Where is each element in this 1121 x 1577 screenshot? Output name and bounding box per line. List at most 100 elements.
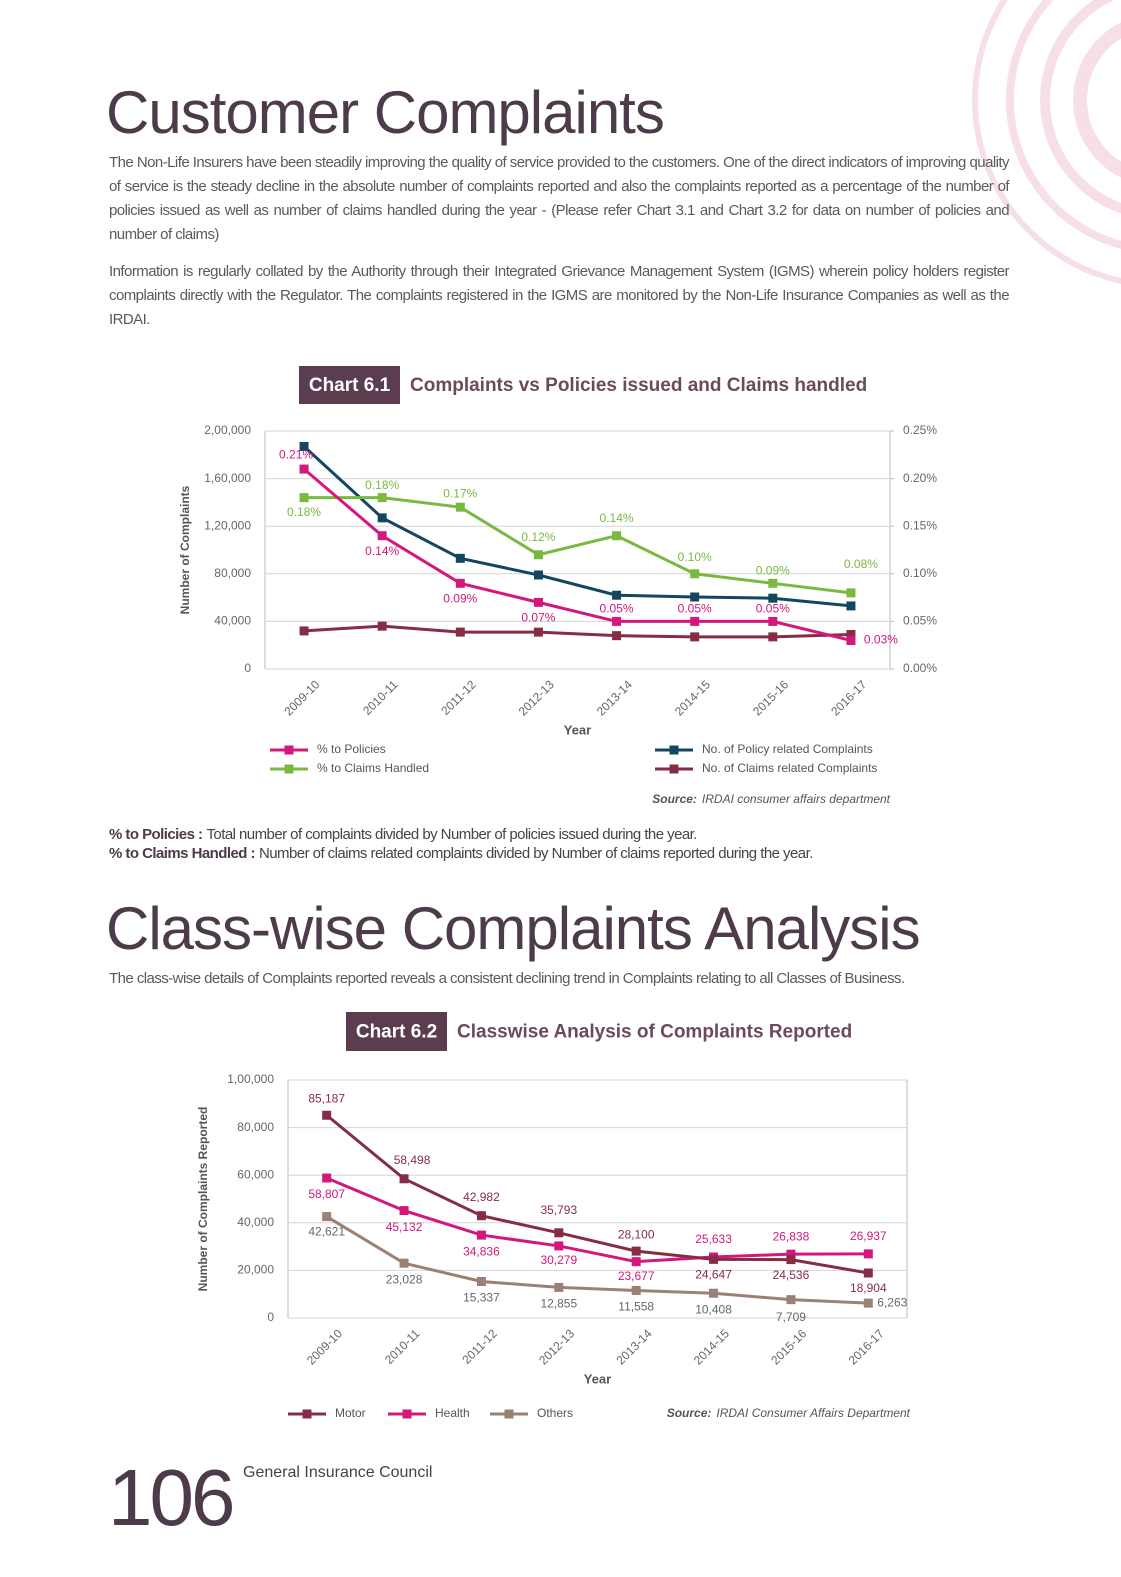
legend-label: No. of Claims related Complaints bbox=[702, 761, 877, 775]
marker bbox=[322, 1173, 332, 1183]
marker bbox=[377, 621, 387, 631]
y2-tick-label: 0.25% bbox=[903, 423, 937, 437]
y-tick-label: 80,000 bbox=[214, 566, 251, 580]
marker bbox=[690, 616, 700, 626]
data-label: 0.05% bbox=[600, 602, 634, 616]
source-label: Source: bbox=[667, 1406, 712, 1420]
chart-label: Chart 6.2 bbox=[356, 1022, 437, 1043]
data-label: 23,677 bbox=[618, 1269, 655, 1283]
publisher: General Insurance Council bbox=[243, 1464, 433, 1481]
y-tick-label: 1,00,000 bbox=[227, 1072, 274, 1086]
marker bbox=[455, 502, 465, 512]
data-label: 0.07% bbox=[521, 611, 555, 625]
note-term: % to Policies : bbox=[109, 826, 203, 843]
note-text: Number of claims related complaints divi… bbox=[258, 845, 813, 862]
marker bbox=[631, 1257, 641, 1267]
x-tick-label: 2012-13 bbox=[536, 1326, 577, 1367]
marker bbox=[612, 616, 622, 626]
marker bbox=[322, 1212, 332, 1222]
y-tick-label: 2,00,000 bbox=[204, 423, 251, 437]
marker bbox=[709, 1288, 719, 1298]
page-number: 106 bbox=[108, 1453, 235, 1542]
x-tick-label: 2016-17 bbox=[846, 1326, 887, 1367]
chart-badge bbox=[346, 1012, 447, 1051]
y2-tick-label: 0.05% bbox=[903, 614, 937, 628]
data-label: 35,793 bbox=[540, 1203, 577, 1217]
chart-title: Classwise Analysis of Complaints Reporte… bbox=[457, 1022, 852, 1043]
y-tick-label: 1,60,000 bbox=[204, 471, 251, 485]
marker bbox=[846, 629, 856, 639]
marker bbox=[631, 1246, 641, 1256]
series-line bbox=[325, 1114, 869, 1275]
legend-swatch bbox=[284, 745, 294, 755]
source-label: Source: bbox=[652, 792, 697, 806]
data-label: 0.08% bbox=[844, 557, 878, 571]
y-tick-label: 20,000 bbox=[237, 1263, 274, 1277]
marker bbox=[399, 1258, 409, 1268]
marker bbox=[533, 570, 543, 580]
data-label: 0.03% bbox=[864, 633, 898, 647]
x-tick-label: 2015-16 bbox=[768, 1326, 809, 1367]
y2-tick-label: 0.20% bbox=[903, 471, 937, 485]
marker bbox=[631, 1285, 641, 1295]
note-term: % to Claims Handled : bbox=[109, 845, 256, 862]
marker bbox=[786, 1295, 796, 1305]
data-label: 0.09% bbox=[756, 563, 790, 577]
x-tick-label: 2010-11 bbox=[382, 1326, 423, 1367]
data-label: 58,807 bbox=[308, 1187, 345, 1201]
marker bbox=[554, 1228, 564, 1238]
y-axis-label: Number of Complaints bbox=[178, 485, 192, 614]
legend-swatch bbox=[302, 1409, 312, 1419]
source-text: IRDAI Consumer Affairs Department bbox=[716, 1406, 910, 1420]
note: % to Claims Handled : Number of claims re… bbox=[109, 844, 1009, 863]
marker bbox=[846, 601, 856, 611]
data-label: 23,028 bbox=[386, 1272, 423, 1286]
legend-label: % to Policies bbox=[317, 742, 386, 756]
legend-swatch bbox=[284, 764, 294, 774]
data-label: 42,982 bbox=[463, 1190, 500, 1204]
marker bbox=[786, 1255, 796, 1265]
marker bbox=[863, 1298, 873, 1308]
data-label: 11,558 bbox=[618, 1300, 654, 1314]
data-label: 10,408 bbox=[695, 1302, 732, 1316]
x-tick-label: 2016-17 bbox=[828, 677, 869, 718]
y-tick-label: 0 bbox=[244, 661, 251, 675]
marker bbox=[690, 632, 700, 642]
marker bbox=[768, 616, 778, 626]
legend-swatch bbox=[669, 745, 679, 755]
data-label: 26,838 bbox=[773, 1229, 810, 1243]
data-label: 58,498 bbox=[394, 1153, 431, 1167]
marker bbox=[455, 578, 465, 588]
marker bbox=[863, 1268, 873, 1278]
data-label: 6,263 bbox=[877, 1295, 907, 1309]
marker bbox=[322, 1110, 332, 1120]
data-label: 45,132 bbox=[386, 1220, 423, 1234]
data-label: 0.09% bbox=[443, 591, 477, 605]
decoration bbox=[972, 0, 1121, 284]
series-line bbox=[303, 467, 852, 642]
data-label: 0.12% bbox=[521, 530, 555, 544]
source: Source: IRDAI consumer affairs department bbox=[652, 792, 890, 806]
paragraph: The class-wise details of Complaints rep… bbox=[109, 970, 905, 987]
note-text: Total number of complaints divided by Nu… bbox=[206, 826, 697, 843]
x-tick-label: 2013-14 bbox=[594, 677, 635, 718]
marker bbox=[455, 553, 465, 563]
data-label: 24,536 bbox=[773, 1268, 810, 1282]
data-label: 26,937 bbox=[850, 1229, 887, 1243]
marker bbox=[612, 631, 622, 641]
data-label: 85,187 bbox=[308, 1091, 345, 1105]
chart-title: Complaints vs Policies issued and Claims… bbox=[410, 375, 867, 396]
marker bbox=[846, 635, 856, 645]
data-label: 0.18% bbox=[365, 478, 399, 492]
marker bbox=[554, 1282, 564, 1292]
data-label: 0.10% bbox=[678, 550, 712, 564]
data-label: 0.05% bbox=[756, 602, 790, 616]
heading: Customer Complaints bbox=[106, 79, 665, 146]
legend-label: Health bbox=[435, 1406, 470, 1420]
marker bbox=[612, 531, 622, 541]
x-tick-label: 2011-12 bbox=[459, 1326, 500, 1367]
y-tick-label: 1,20,000 bbox=[204, 518, 251, 532]
legend-label: No. of Policy related Complaints bbox=[702, 742, 873, 756]
marker bbox=[612, 590, 622, 600]
